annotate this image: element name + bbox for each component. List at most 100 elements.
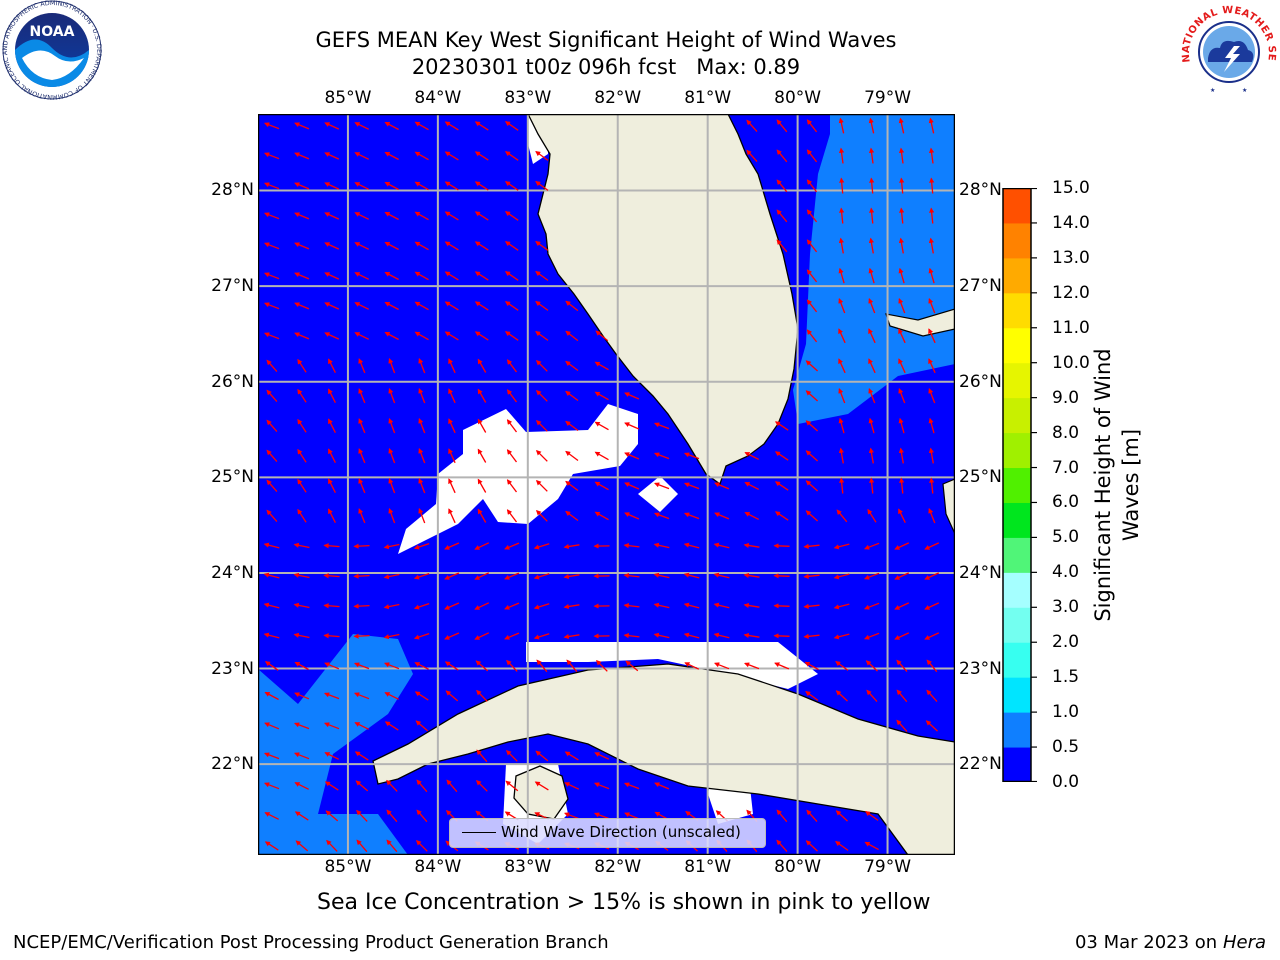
wave-direction-arrow bbox=[384, 271, 399, 281]
wave-direction-arrow bbox=[928, 328, 936, 344]
land-andros bbox=[942, 478, 955, 535]
wave-direction-arrow bbox=[353, 573, 370, 579]
wave-direction-arrow bbox=[294, 242, 310, 250]
lat-tick-label: 26°N bbox=[959, 371, 1002, 392]
wave-direction-arrow bbox=[867, 508, 877, 523]
wave-direction-arrow bbox=[324, 662, 340, 670]
wave-direction-arrow bbox=[776, 239, 788, 253]
wave-direction-arrow bbox=[594, 391, 609, 401]
wave-direction-arrow bbox=[743, 542, 760, 549]
wave-direction-arrow bbox=[624, 452, 640, 460]
wave-direction-arrow bbox=[294, 661, 309, 671]
wave-direction-arrow bbox=[928, 237, 934, 254]
nws-logo: NATIONAL WEATHER SERVICE ★ ★ bbox=[1178, 0, 1278, 101]
lat-tick-label: 23°N bbox=[959, 658, 1002, 679]
lat-tick-label: 22°N bbox=[211, 754, 254, 775]
wave-direction-arrow bbox=[868, 237, 874, 254]
wave-direction-arrow bbox=[504, 271, 519, 281]
wave-direction-arrow bbox=[683, 602, 700, 609]
wave-direction-arrow bbox=[898, 237, 904, 254]
wave-direction-arrow bbox=[354, 272, 369, 280]
wave-direction-arrow bbox=[898, 117, 905, 134]
wave-direction-arrow bbox=[414, 662, 429, 670]
wave-direction-arrow bbox=[868, 267, 875, 284]
colorbar-tick-label: 5.0 bbox=[1052, 527, 1080, 548]
wave-direction-arrow bbox=[444, 661, 459, 671]
wave-direction-arrow bbox=[444, 271, 459, 281]
wave-direction-arrow bbox=[898, 147, 905, 164]
wave-direction-arrow bbox=[868, 388, 876, 404]
wave-direction-arrow bbox=[838, 388, 846, 404]
wave-direction-arrow bbox=[295, 840, 309, 852]
wave-direction-arrow bbox=[477, 478, 487, 493]
wave-direction-arrow bbox=[654, 482, 670, 490]
wave-direction-arrow bbox=[833, 573, 850, 580]
wave-direction-arrow bbox=[474, 572, 490, 580]
wave-direction-arrow bbox=[743, 572, 760, 579]
wave-direction-arrow bbox=[444, 572, 460, 580]
wave-direction-arrow bbox=[354, 242, 369, 250]
lat-tick-label: 22°N bbox=[959, 754, 1002, 775]
wave-direction-arrow bbox=[448, 508, 456, 524]
wave-direction-arrow bbox=[684, 482, 700, 490]
wave-direction-arrow bbox=[624, 782, 640, 790]
land-florida bbox=[527, 114, 799, 486]
wave-direction-arrow bbox=[353, 633, 370, 639]
wave-direction-arrow bbox=[328, 448, 336, 463]
wave-direction-arrow bbox=[835, 660, 849, 671]
wave-direction-arrow bbox=[565, 330, 579, 342]
wave-direction-arrow bbox=[835, 690, 848, 702]
wave-direction-arrow bbox=[448, 478, 456, 494]
wave-direction-arrow bbox=[294, 272, 310, 280]
lon-tick-label: 79°W bbox=[864, 857, 912, 877]
wave-direction-arrow bbox=[868, 298, 876, 314]
wave-direction-arrow bbox=[839, 207, 845, 224]
lat-tick-label: 24°N bbox=[211, 562, 254, 583]
wave-direction-arrow bbox=[414, 301, 429, 311]
wave-direction-arrow bbox=[263, 632, 280, 639]
wave-direction-arrow bbox=[898, 298, 906, 314]
wave-direction-arrow bbox=[444, 331, 459, 341]
wave-direction-arrow bbox=[866, 689, 878, 703]
wave-direction-arrow bbox=[929, 177, 935, 194]
wave-direction-arrow bbox=[504, 331, 519, 341]
wave-direction-arrow bbox=[776, 179, 788, 193]
wave-direction-arrow bbox=[868, 358, 876, 374]
wave-direction-arrow bbox=[448, 388, 456, 404]
wave-direction-arrow bbox=[297, 508, 307, 523]
wave-direction-arrow bbox=[504, 572, 520, 580]
wave-direction-arrow bbox=[297, 448, 307, 463]
wave-direction-arrow bbox=[684, 452, 700, 460]
wave-direction-arrow bbox=[416, 779, 428, 793]
wave-direction-arrow bbox=[744, 662, 760, 670]
lat-tick-label: 27°N bbox=[211, 276, 254, 297]
wave-direction-arrow bbox=[623, 543, 640, 549]
wave-direction-arrow bbox=[358, 448, 366, 464]
wave-direction-arrow bbox=[384, 331, 399, 341]
wave-direction-arrow bbox=[869, 207, 875, 224]
wave-direction-arrow bbox=[297, 418, 307, 433]
wave-direction-arrow bbox=[414, 181, 429, 191]
wave-direction-arrow bbox=[418, 448, 426, 464]
wave-direction-arrow bbox=[806, 209, 818, 223]
wave-direction-arrow bbox=[416, 809, 428, 823]
wave-direction-arrow bbox=[833, 633, 850, 640]
wave-direction-arrow bbox=[773, 543, 790, 549]
wave-direction-arrow bbox=[594, 782, 610, 790]
wave-direction-arrow bbox=[294, 782, 309, 790]
wave-direction-arrow bbox=[774, 662, 790, 670]
wave-direction-arrow bbox=[293, 632, 310, 639]
wave-direction-arrow bbox=[839, 177, 845, 194]
wave-direction-arrow bbox=[928, 447, 934, 464]
wave-direction-arrow bbox=[476, 689, 488, 702]
wave-direction-arrow bbox=[413, 632, 430, 640]
svg-text:★: ★ bbox=[1210, 87, 1215, 94]
wave-direction-arrow bbox=[413, 572, 430, 580]
wave-direction-arrow bbox=[713, 572, 730, 579]
wave-direction-arrow bbox=[535, 750, 549, 762]
wave-direction-arrow bbox=[838, 267, 845, 284]
wave-direction-arrow bbox=[264, 752, 280, 760]
wave-direction-arrow bbox=[894, 542, 910, 550]
lon-tick-label: 81°W bbox=[684, 88, 732, 108]
wave-direction-arrow bbox=[355, 780, 369, 792]
